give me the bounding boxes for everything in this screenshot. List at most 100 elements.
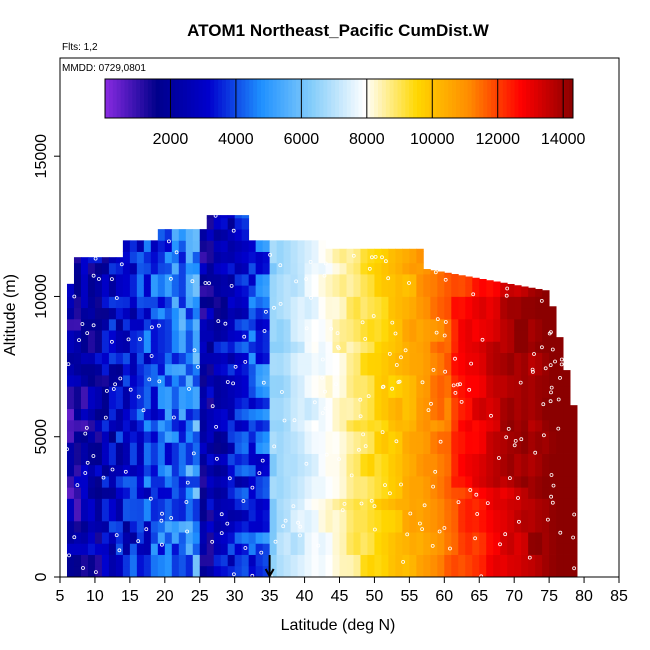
heatmap-cell: [542, 318, 550, 331]
flight-track-point: [369, 255, 374, 260]
flight-track-point: [390, 320, 395, 325]
heatmap-cell: [199, 532, 208, 544]
heatmap-cell: [570, 532, 578, 544]
heatmap-cell: [248, 386, 257, 398]
heatmap-cell: [73, 307, 82, 320]
heatmap-cell: [542, 453, 550, 466]
heatmap-cell: [374, 375, 382, 387]
heatmap-cell: [542, 543, 550, 555]
heatmap-cell: [311, 509, 319, 522]
heatmap-cell: [87, 498, 96, 511]
heatmap-cell: [297, 352, 305, 365]
heatmap-cell: [507, 509, 515, 522]
flight-track-point: [426, 408, 431, 413]
heatmap-cell: [472, 408, 480, 421]
flight-track-point: [448, 546, 452, 551]
heatmap-cell: [115, 565, 124, 578]
heatmap-cell: [423, 476, 431, 488]
heatmap-cell: [458, 476, 466, 488]
heatmap-cell: [213, 498, 222, 511]
heatmap-cell: [227, 565, 236, 578]
flight-track-point: [543, 366, 548, 371]
heatmap-cell: [332, 431, 340, 443]
heatmap-cell: [395, 419, 403, 432]
heatmap-cell: [374, 307, 382, 320]
heatmap-cell: [108, 509, 117, 522]
heatmap-cell: [416, 318, 424, 331]
heatmap-cell: [87, 257, 96, 264]
heatmap-cell: [458, 318, 466, 331]
heatmap-cell: [346, 464, 354, 477]
heatmap-cell: [87, 397, 96, 410]
heatmap-cell: [234, 386, 243, 398]
heatmap-cell: [514, 554, 522, 567]
heatmap-cell: [549, 375, 557, 387]
heatmap-cell: [80, 431, 89, 443]
heatmap-cell: [255, 543, 264, 555]
flight-track-point: [420, 527, 425, 531]
heatmap-cell: [185, 375, 194, 387]
heatmap-cell: [381, 296, 389, 309]
heatmap-cell: [150, 464, 159, 477]
heatmap-cell: [129, 509, 138, 522]
heatmap-cell: [311, 431, 319, 443]
heatmap-cell: [381, 318, 389, 331]
heatmap-cell: [80, 318, 89, 331]
flight-track-point: [456, 500, 461, 505]
heatmap-cell: [339, 330, 347, 342]
heatmap-cell: [185, 520, 194, 533]
heatmap-cell: [535, 408, 543, 421]
heatmap-cell: [311, 419, 319, 432]
heatmap-cell: [304, 520, 312, 533]
flight-track-point: [263, 309, 268, 314]
heatmap-cell: [248, 363, 257, 376]
heatmap-cell: [199, 419, 208, 432]
heatmap-cell: [437, 386, 445, 398]
heatmap-cell: [472, 397, 480, 410]
heatmap-cell: [73, 498, 82, 511]
heatmap-cell: [325, 464, 333, 477]
heatmap-cell: [437, 464, 445, 477]
heatmap-cell: [157, 352, 166, 365]
heatmap-cell: [458, 532, 466, 544]
heatmap-cell: [129, 397, 138, 410]
heatmap-cell: [220, 408, 229, 421]
heatmap-cell: [80, 509, 89, 522]
heatmap-cell: [115, 419, 124, 432]
heatmap-cell: [297, 453, 305, 466]
heatmap-cell: [367, 274, 375, 286]
heatmap-cell: [388, 408, 396, 421]
heatmap-cell: [150, 262, 159, 275]
heatmap-cell: [136, 464, 145, 477]
heatmap-cell: [178, 453, 187, 466]
heatmap-cell: [514, 307, 522, 320]
heatmap-cell: [192, 386, 201, 398]
heatmap-cell: [283, 532, 291, 544]
heatmap-cell: [430, 397, 438, 410]
heatmap-cell: [486, 363, 494, 376]
heatmap-cell: [346, 565, 354, 578]
heatmap-cell: [472, 565, 480, 578]
heatmap-cell: [66, 498, 75, 511]
flight-track-point: [296, 520, 301, 525]
heatmap-cell: [206, 217, 215, 230]
heatmap-cell: [507, 520, 515, 533]
heatmap-cell: [360, 543, 368, 555]
heatmap-cell: [507, 419, 515, 432]
heatmap-cell: [164, 262, 173, 275]
heatmap-cell: [136, 442, 145, 454]
heatmap-cell: [290, 509, 298, 522]
heatmap-cell: [248, 262, 257, 275]
colorbar-segment: [171, 79, 176, 118]
heatmap-cell: [465, 476, 473, 488]
heatmap-cell: [283, 363, 291, 376]
x-tick-label: 5: [56, 588, 65, 605]
heatmap-cell: [192, 363, 201, 376]
heatmap-cell: [122, 352, 131, 365]
heatmap-cell: [136, 296, 145, 309]
heatmap-cell: [157, 554, 166, 567]
heatmap-cell: [304, 543, 312, 555]
heatmap-cell: [297, 397, 305, 410]
heatmap-cell: [423, 431, 431, 443]
flight-track-point: [455, 382, 460, 387]
